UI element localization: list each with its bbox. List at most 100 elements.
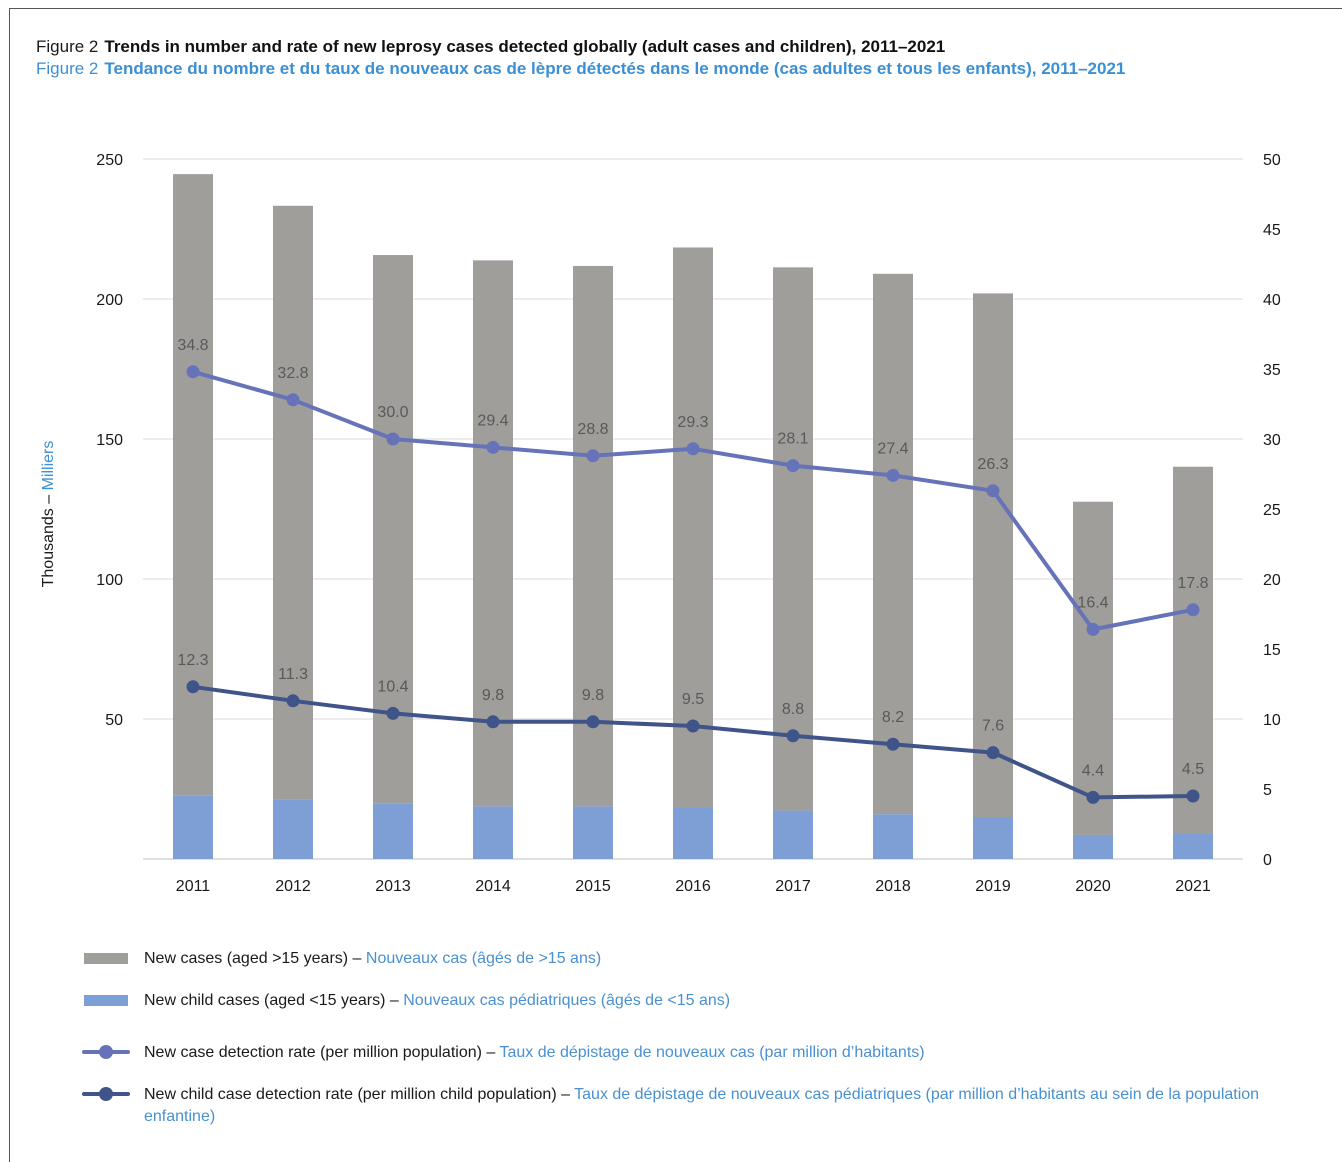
point-case-rate <box>1086 622 1100 636</box>
x-tick-label: 2012 <box>275 878 311 895</box>
legend-item-child-rate: New child case detection rate (per milli… <box>82 1084 1292 1128</box>
bar-child-cases <box>373 803 413 859</box>
legend-label-en: New child case detection rate (per milli… <box>144 1086 570 1103</box>
y-tick-label: 100 <box>96 572 123 589</box>
y-axis-title-en: Thousands – <box>40 490 57 587</box>
point-case-rate <box>986 484 1000 498</box>
legend-item-adult-cases: New cases (aged >15 years) – Nouveaux ca… <box>82 948 601 970</box>
y2-tick-label: 15 <box>1263 642 1281 659</box>
x-tick-label: 2021 <box>1175 878 1211 895</box>
bar-adult-cases <box>1073 501 1113 835</box>
data-label-case-rate: 30.0 <box>377 404 408 421</box>
title-en-prefix: Figure 2 <box>36 37 99 56</box>
point-child-rate <box>486 715 500 729</box>
x-tick-label: 2013 <box>375 878 411 895</box>
x-tick-label: 2019 <box>975 878 1011 895</box>
data-label-child-rate: 11.3 <box>278 666 308 683</box>
y-axis-title: Thousands – Milliers <box>40 441 57 588</box>
x-tick-label: 2017 <box>775 878 811 895</box>
title-en-text: Trends in number and rate of new leprosy… <box>104 37 946 56</box>
data-label-case-rate: 29.3 <box>677 414 708 431</box>
bar-child-cases <box>173 795 213 859</box>
data-label-child-rate: 10.4 <box>377 678 408 695</box>
x-tick-label: 2020 <box>1075 878 1111 895</box>
bar-adult-cases <box>1173 466 1213 834</box>
point-case-rate <box>686 442 700 456</box>
point-case-rate <box>286 393 300 407</box>
legend-item-child-cases: New child cases (aged <15 years) – Nouve… <box>82 990 730 1012</box>
y2-tick-label: 40 <box>1263 292 1281 309</box>
data-label-child-rate: 8.8 <box>782 701 804 718</box>
y2-tick-label: 50 <box>1263 152 1281 169</box>
x-tick-label: 2018 <box>875 878 911 895</box>
data-label-case-rate: 28.8 <box>577 421 608 438</box>
bar-child-cases <box>573 806 613 859</box>
y-tick-label: 150 <box>96 432 123 449</box>
bar-adult-cases <box>973 293 1013 817</box>
legend-line-rate <box>82 1042 130 1062</box>
bar-adult-cases <box>173 174 213 796</box>
point-case-rate <box>386 432 400 446</box>
y-tick-label: 200 <box>96 292 123 309</box>
title-fr-prefix: Figure 2 <box>36 59 99 78</box>
x-tick-label: 2014 <box>475 878 511 895</box>
legend-item-case-rate: New case detection rate (per million pop… <box>82 1042 925 1064</box>
y2-tick-label: 45 <box>1263 222 1281 239</box>
y2-tick-label: 25 <box>1263 502 1281 519</box>
point-child-rate <box>786 729 800 743</box>
bar-adult-cases <box>773 267 813 811</box>
y2-tick-label: 10 <box>1263 712 1281 729</box>
point-child-rate <box>1086 790 1100 804</box>
point-child-rate <box>186 680 200 694</box>
figure-title: Figure 2 Trends in number and rate of new… <box>36 36 1316 80</box>
data-label-case-rate: 27.4 <box>877 440 908 457</box>
bar-child-cases <box>873 814 913 859</box>
x-tick-label: 2015 <box>575 878 611 895</box>
y-tick-label: 250 <box>96 152 123 169</box>
data-label-child-rate: 9.8 <box>482 687 504 704</box>
legend-label-en: New case detection rate (per million pop… <box>144 1044 496 1061</box>
data-label-case-rate: 28.1 <box>777 431 808 448</box>
point-child-rate <box>286 694 300 708</box>
bar-adult-cases <box>873 273 913 815</box>
bar-child-cases <box>273 799 313 859</box>
data-label-child-rate: 9.5 <box>682 691 704 708</box>
legend-line-child-rate <box>82 1084 130 1104</box>
legend-label-fr: Nouveaux cas (âgés de >15 ans) <box>365 950 602 967</box>
title-french: Figure 2 Tendance du nombre et du taux de… <box>36 58 1316 80</box>
legend-label-fr: Taux de dépistage de nouveaux cas (par m… <box>499 1044 925 1061</box>
y2-tick-label: 30 <box>1263 432 1281 449</box>
point-child-rate <box>986 746 1000 760</box>
y2-tick-label: 35 <box>1263 362 1281 379</box>
bar-child-cases <box>773 810 813 859</box>
y2-tick-label: 20 <box>1263 572 1281 589</box>
data-label-case-rate: 16.4 <box>1077 594 1108 611</box>
data-label-child-rate: 4.4 <box>1082 762 1104 779</box>
x-tick-label: 2011 <box>176 878 211 895</box>
data-label-case-rate: 34.8 <box>177 337 208 354</box>
bar-adult-cases <box>373 255 413 804</box>
bar-child-cases <box>1173 833 1213 859</box>
point-case-rate <box>886 468 900 482</box>
point-child-rate <box>686 719 700 733</box>
point-case-rate <box>1186 603 1200 617</box>
y-axis-title-fr: Milliers <box>40 441 57 491</box>
point-case-rate <box>786 459 800 473</box>
bar-child-cases <box>973 817 1013 859</box>
data-label-case-rate: 26.3 <box>977 456 1008 473</box>
data-label-child-rate: 9.8 <box>582 687 604 704</box>
y-tick-label: 50 <box>105 712 123 729</box>
title-fr-text: Tendance du nombre et du taux de nouveau… <box>104 59 1126 78</box>
point-case-rate <box>186 365 200 379</box>
bar-child-cases <box>1073 834 1113 859</box>
x-tick-label: 2016 <box>675 878 711 895</box>
point-child-rate <box>386 706 400 720</box>
point-child-rate <box>886 737 900 751</box>
legend-label-en: New child cases (aged <15 years) – <box>144 992 399 1009</box>
legend-label-fr: Taux de dépistage de nouveaux cas pédiat… <box>144 1086 1260 1125</box>
legend-swatch-child <box>82 990 130 1010</box>
point-child-rate <box>586 715 600 729</box>
data-label-child-rate: 7.6 <box>982 718 1004 735</box>
point-case-rate <box>486 440 500 454</box>
bar-child-cases <box>673 807 713 859</box>
